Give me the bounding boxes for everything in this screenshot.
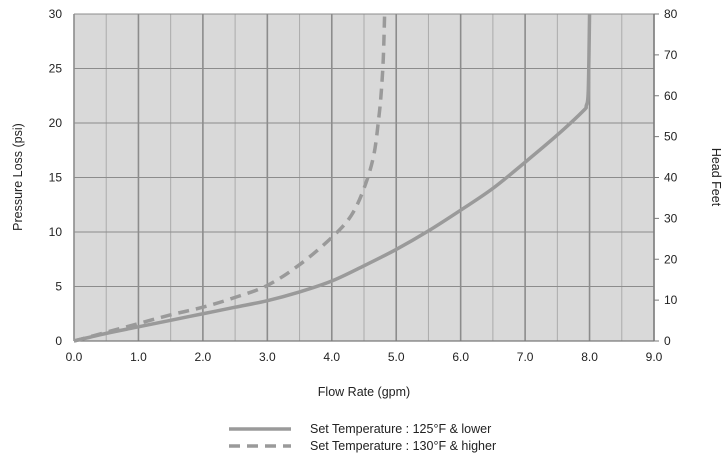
x-tick-label: 5.0 [388,350,405,364]
x-tick-label: 4.0 [323,350,340,364]
y2-axis-title: Head Feet [709,148,723,207]
y-tick-label: 5 [55,280,62,294]
y-tick-label: 20 [49,116,63,130]
y2-tick-label: 60 [664,89,678,103]
y2-tick-label: 40 [664,171,678,185]
x-tick-label: 2.0 [195,350,212,364]
y-tick-label: 30 [49,7,63,21]
series-line-solid [73,13,592,343]
y2-tick-label: 80 [664,7,678,21]
x-axis-title: Flow Rate (gpm) [318,385,410,399]
series-line-dashed [73,13,387,343]
x-tick-label: 9.0 [646,350,663,364]
y2-tick-label: 0 [664,334,671,348]
legend: Set Temperature : 125°F & lower Set Temp… [229,422,496,453]
y-tick-label: 25 [49,62,63,76]
legend-label-solid: Set Temperature : 125°F & lower [310,422,491,436]
y2-tick-label: 70 [664,48,678,62]
y-tick-label: 10 [49,225,63,239]
x-tick-label: 6.0 [452,350,469,364]
series-layer [73,13,592,343]
x-tick-label: 8.0 [581,350,598,364]
x-tick-label: 7.0 [517,350,534,364]
y2-tick-label: 20 [664,252,678,266]
tick-labels: 0.0 1.0 2.0 3.0 4.0 5.0 6.0 7.0 8.0 9.00510152025… [49,7,678,364]
x-tick-label: 0.0 [66,350,83,364]
x-tick-label: 1.0 [130,350,147,364]
y-tick-label: 15 [49,171,63,185]
y-axis-title: Pressure Loss (psi) [11,123,25,231]
y2-tick-label: 50 [664,130,678,144]
major-grid [73,13,659,342]
x-tick-label: 3.0 [259,350,276,364]
y2-tick-label: 10 [664,293,678,307]
y-tick-label: 0 [55,334,62,348]
legend-label-dashed: Set Temperature : 130°F & higher [310,439,496,453]
y2-tick-label: 30 [664,211,678,225]
